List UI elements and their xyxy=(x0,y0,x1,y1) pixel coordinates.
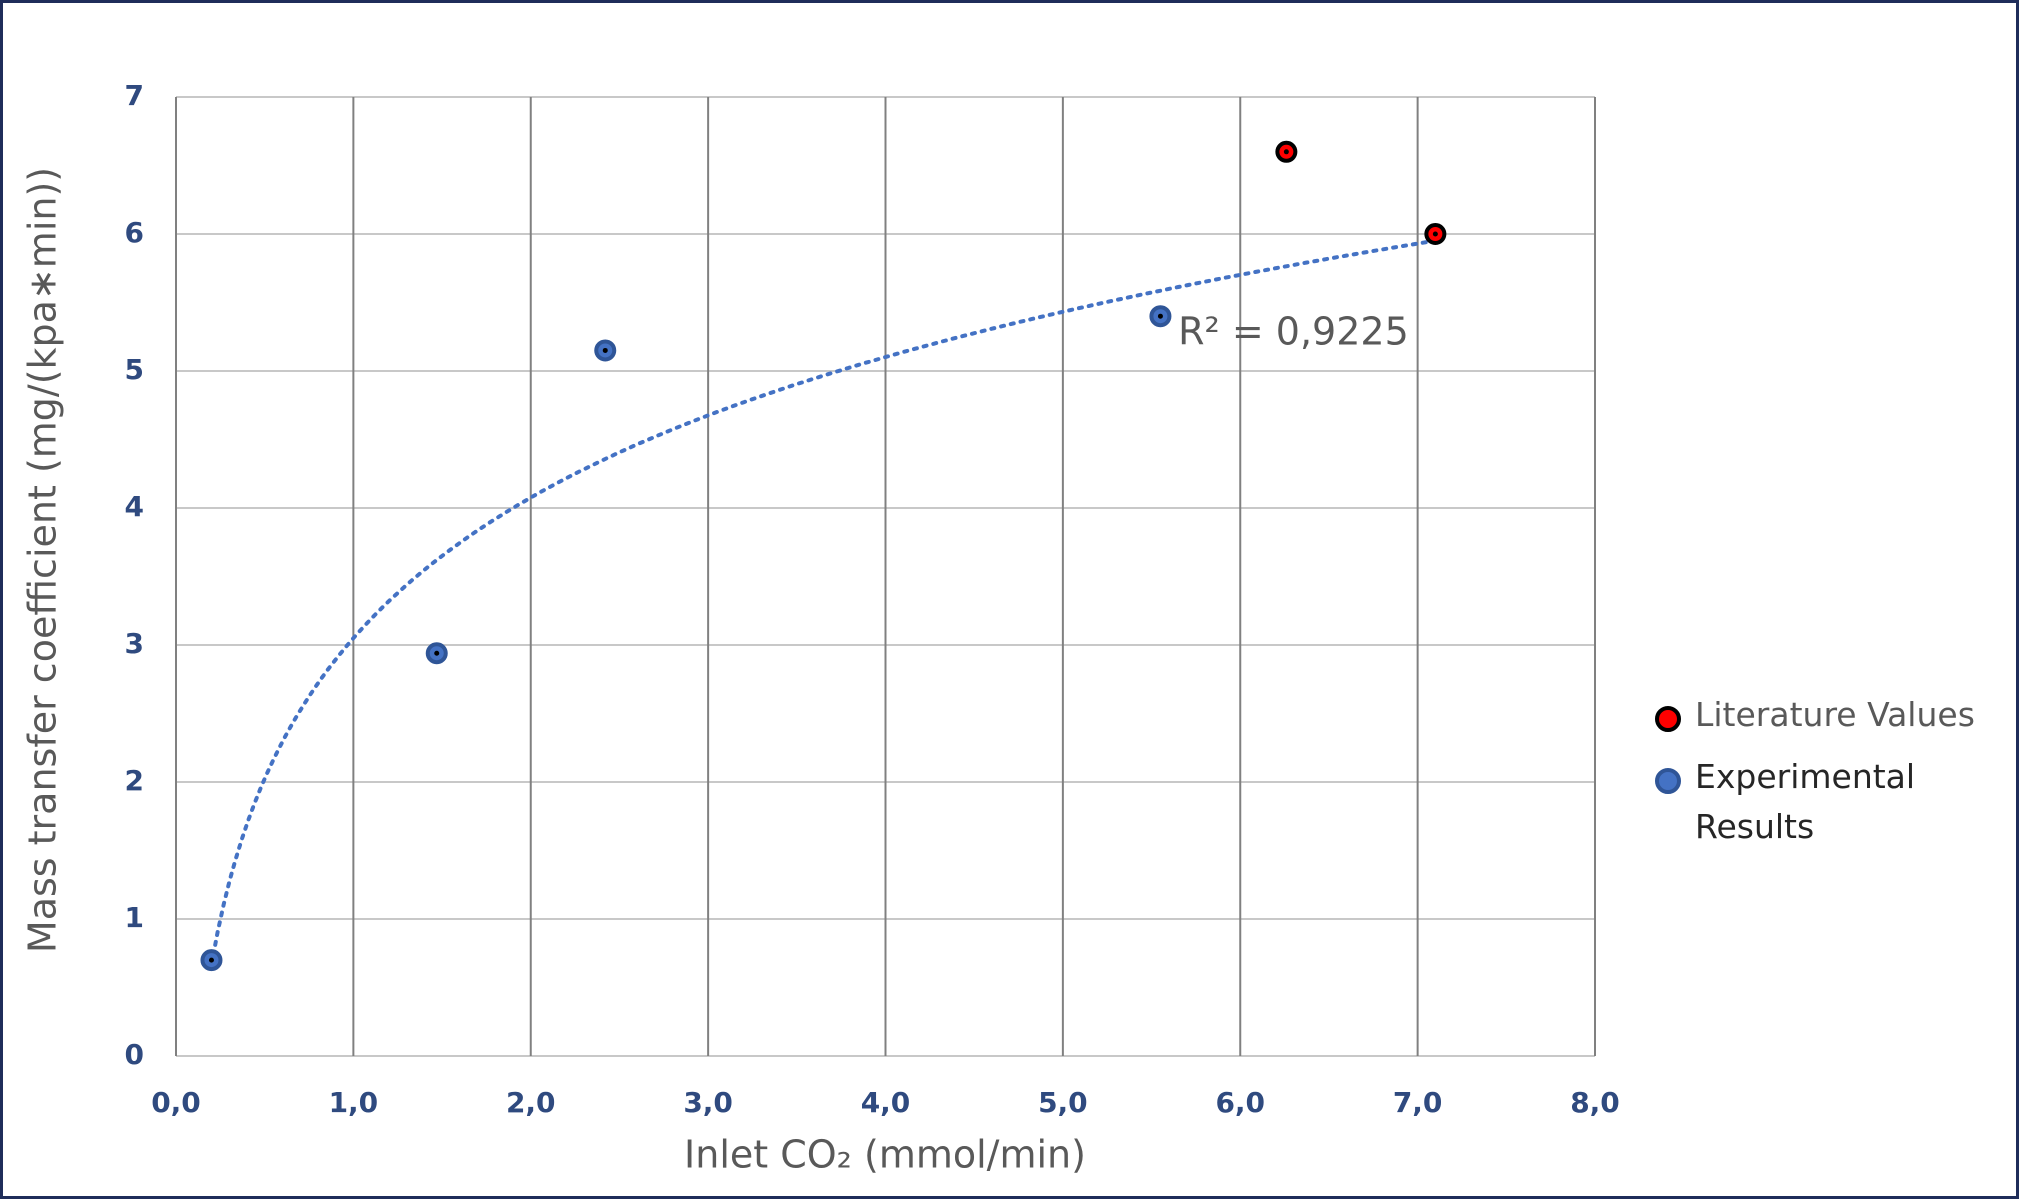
trendline-label: R² = 0,9225 xyxy=(1178,310,1409,354)
point-center xyxy=(1157,313,1163,319)
point-center xyxy=(1283,149,1289,155)
y-tick-label: 1 xyxy=(125,901,144,934)
legend-entry: Experimental Results xyxy=(1655,752,1995,852)
x-tick-label: 2,0 xyxy=(506,1086,556,1119)
legend-swatch xyxy=(1655,706,1681,732)
point-center xyxy=(602,347,608,353)
x-axis-title: Inlet CO₂ (mmol/min) xyxy=(684,1133,1086,1177)
legend-label: Experimental Results xyxy=(1695,757,1916,846)
legend: Literature Values Experimental Results xyxy=(1655,690,1995,864)
x-tick-label: 0,0 xyxy=(151,1086,201,1119)
x-tick-label: 1,0 xyxy=(329,1086,379,1119)
y-tick-label: 5 xyxy=(125,353,144,386)
legend-label: Literature Values xyxy=(1695,695,1975,734)
y-tick-label: 3 xyxy=(125,627,144,660)
y-tick-label: 6 xyxy=(125,216,144,249)
x-tick-label: 4,0 xyxy=(861,1086,911,1119)
y-tick-label: 4 xyxy=(125,490,144,523)
legend-swatch xyxy=(1655,768,1681,794)
y-tick-label: 7 xyxy=(125,79,144,112)
y-tick-label: 2 xyxy=(125,764,144,797)
x-tick-label: 7,0 xyxy=(1393,1086,1443,1119)
point-center xyxy=(1432,231,1438,237)
x-tick-label: 8,0 xyxy=(1570,1086,1620,1119)
point-center xyxy=(434,650,440,656)
legend-entry: Literature Values xyxy=(1655,690,1995,740)
x-tick-label: 6,0 xyxy=(1215,1086,1265,1119)
y-tick-label: 0 xyxy=(125,1038,144,1071)
x-tick-label: 5,0 xyxy=(1038,1086,1088,1119)
y-axis-title: Mass transfer coefficient (mg/(kpa∗min)) xyxy=(21,167,65,953)
point-center xyxy=(208,957,214,963)
x-tick-label: 3,0 xyxy=(683,1086,733,1119)
